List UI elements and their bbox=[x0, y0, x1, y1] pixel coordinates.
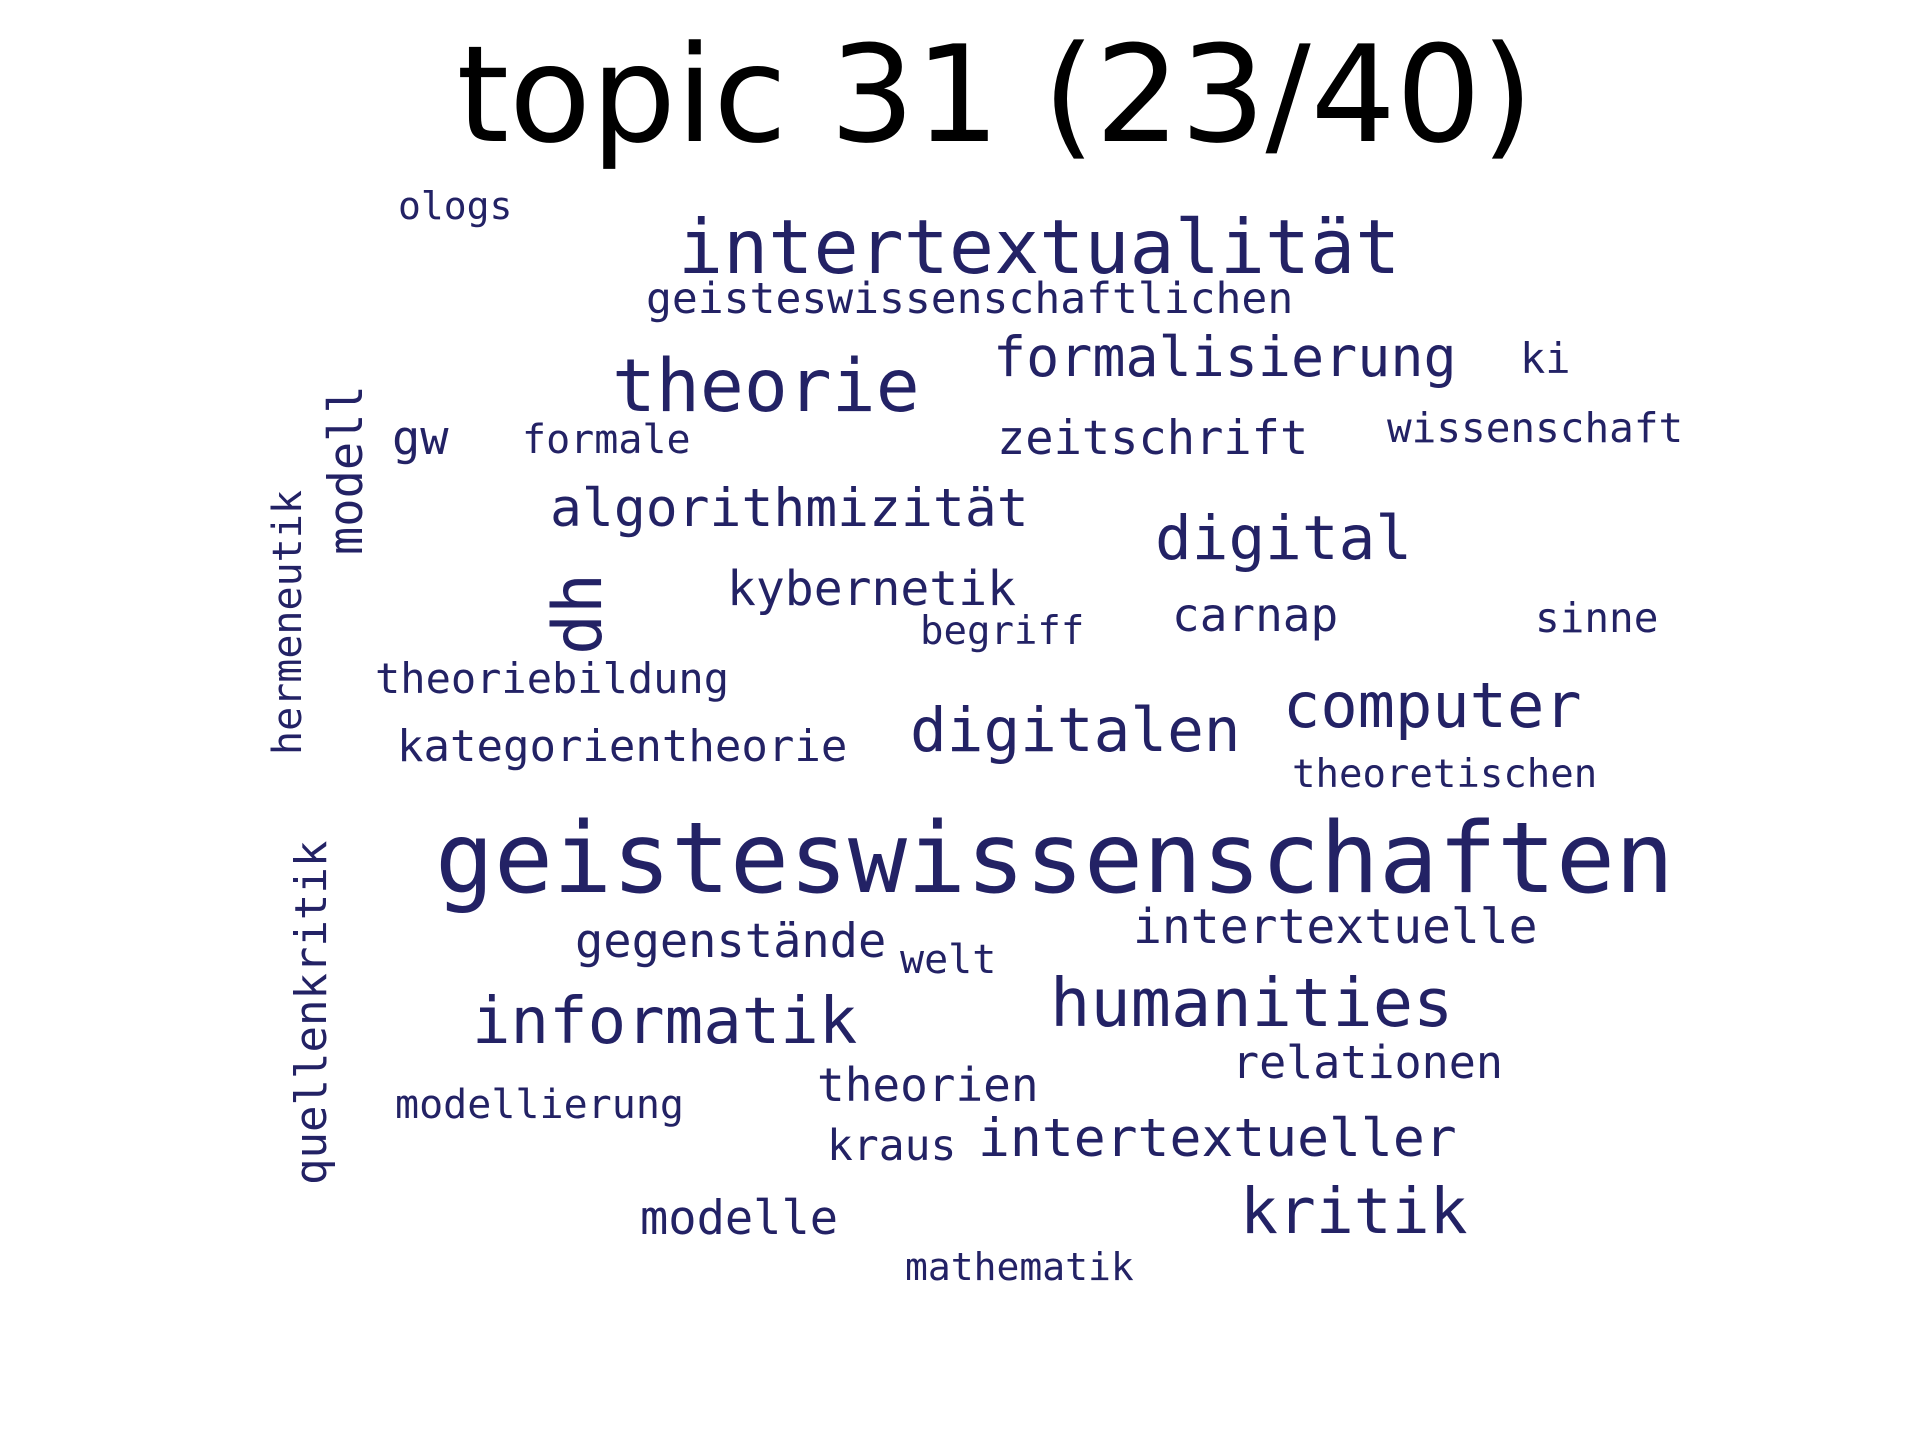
word-cloud-word: intertextualität bbox=[678, 203, 1401, 291]
word-cloud-word: carnap bbox=[1172, 588, 1339, 642]
word-cloud-word: dh bbox=[539, 573, 618, 655]
word-cloud-word: hermeneutik bbox=[265, 490, 311, 755]
word-cloud-word: theorien bbox=[817, 1058, 1039, 1112]
word-cloud-word: kybernetik bbox=[727, 561, 1016, 617]
word-cloud-word: quellenkritik bbox=[286, 840, 337, 1185]
word-cloud-word: gw bbox=[392, 411, 449, 466]
word-cloud-word: ki bbox=[1520, 334, 1571, 383]
word-cloud-word: theoretischen bbox=[1292, 752, 1598, 797]
word-cloud-word: relationen bbox=[1232, 1036, 1503, 1089]
word-cloud-word: digitalen bbox=[910, 695, 1241, 766]
word-cloud-word: geisteswissenschaften bbox=[435, 802, 1675, 916]
word-cloud-word: modellierung bbox=[395, 1082, 684, 1128]
word-cloud-word: digital bbox=[1155, 503, 1413, 574]
word-cloud-word: humanities bbox=[1050, 964, 1454, 1042]
word-cloud-word: ologs bbox=[398, 184, 513, 228]
word-cloud-word: modelle bbox=[640, 1191, 839, 1246]
word-cloud-word: welt bbox=[900, 937, 997, 983]
word-cloud-word: intertextueller bbox=[978, 1108, 1457, 1169]
word-cloud-word: intertextuelle bbox=[1133, 899, 1538, 955]
word-cloud-word: theoriebildung bbox=[375, 654, 730, 703]
word-cloud-word: mathematik bbox=[905, 1245, 1134, 1289]
word-cloud-word: wissenschaft bbox=[1387, 404, 1684, 452]
word-cloud-word: kategorientheorie bbox=[397, 721, 848, 772]
word-cloud-word: informatik bbox=[472, 985, 858, 1059]
word-cloud-word: begriff bbox=[920, 609, 1085, 654]
word-cloud-word: zeitschrift bbox=[997, 411, 1309, 466]
word-cloud-word: geisteswissenschaftlichen bbox=[646, 274, 1294, 324]
word-cloud-word: theorie bbox=[612, 344, 920, 429]
word-cloud-word: computer bbox=[1283, 669, 1582, 742]
word-cloud-word: kritik bbox=[1240, 1175, 1468, 1248]
word-cloud-word: formalisierung bbox=[993, 325, 1457, 389]
word-cloud-word: modell bbox=[319, 385, 374, 555]
word-cloud-word: gegenstände bbox=[575, 914, 887, 969]
word-cloud-word: formale bbox=[522, 417, 691, 463]
figure-title: topic 31 (23/40) bbox=[456, 17, 1534, 173]
word-cloud-word: algorithmizität bbox=[550, 478, 1029, 539]
word-cloud-word: sinne bbox=[1535, 594, 1659, 642]
word-cloud-word: kraus bbox=[827, 1121, 957, 1171]
